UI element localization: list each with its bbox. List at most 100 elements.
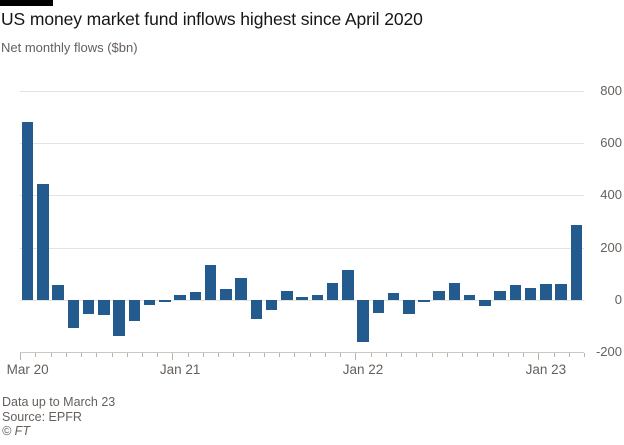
- gridline-400: [20, 195, 584, 197]
- bar-aug-20: [98, 299, 110, 316]
- x-axis-tick: [492, 353, 494, 357]
- y-axis-label--200: -200: [595, 344, 622, 359]
- y-axis-label-600: 600: [600, 135, 622, 151]
- bar-jul-22: [448, 282, 461, 300]
- x-axis-tick: [538, 353, 540, 360]
- x-axis-tick: [401, 353, 403, 357]
- bar-sep-22: [479, 299, 491, 307]
- gridline-800: [20, 91, 584, 92]
- source-note: Source: EPFR: [2, 409, 82, 424]
- x-axis-tick: [279, 353, 281, 357]
- gridline-0: [20, 299, 584, 301]
- bar-feb-22: [372, 299, 384, 313]
- x-axis-tick: [309, 353, 311, 357]
- bar-sep-20: [113, 299, 125, 337]
- bar-mar-22: [387, 293, 400, 300]
- bar-oct-22: [494, 290, 506, 300]
- x-axis-tick: [340, 353, 342, 357]
- bar-jun-20: [67, 299, 80, 329]
- y-axis-label-800: 800: [600, 83, 622, 98]
- bar-jan-21: [174, 294, 186, 300]
- x-axis-tick: [477, 353, 479, 357]
- x-axis-tick: [141, 353, 143, 357]
- x-axis-tick: [81, 353, 82, 357]
- x-axis-tick: [65, 353, 67, 357]
- x-axis-tick: [370, 353, 372, 357]
- bar-sep-21: [296, 297, 308, 300]
- bar-nov-20: [143, 299, 156, 305]
- bar-feb-21: [189, 292, 201, 300]
- bar-dec-22: [524, 288, 537, 300]
- x-axis-tick: [385, 353, 387, 357]
- bar-may-20: [52, 285, 64, 300]
- bar-aug-21: [281, 290, 293, 300]
- chart-title: US money market fund inflows highest sin…: [1, 9, 423, 29]
- bar-jan-23: [540, 284, 552, 300]
- x-axis-tick: [218, 353, 220, 357]
- ft-top-rule: [0, 0, 53, 6]
- x-axis-tick: [416, 353, 418, 357]
- chart-footer: Data up to March 23 Source: EPFR © FT: [2, 395, 115, 439]
- bar-dec-21: [342, 269, 354, 300]
- x-axis-tick: [172, 353, 174, 360]
- ft-credit: © FT: [2, 424, 30, 438]
- x-axis-tick: [20, 353, 21, 360]
- x-axis-label-jan-23: Jan 23: [525, 362, 567, 377]
- x-axis-tick: [507, 353, 509, 357]
- x-axis-tick: [523, 353, 524, 357]
- x-axis-tick: [324, 353, 326, 357]
- x-axis-label-mar-20: Mar 20: [6, 362, 49, 377]
- chart-subtitle: Net monthly flows ($bn): [1, 40, 138, 55]
- y-axis-label-0: 0: [614, 291, 622, 307]
- x-axis-tick: [126, 353, 128, 357]
- x-axis-tick: [187, 353, 189, 357]
- gridline-600: [20, 143, 584, 145]
- bar-may-21: [235, 277, 247, 300]
- bar-nov-22: [509, 285, 522, 300]
- bar-jan-22: [357, 299, 369, 342]
- x-axis-tick: [248, 353, 250, 357]
- x-axis-tick: [111, 353, 113, 357]
- x-axis-tick: [96, 353, 98, 357]
- bar-feb-23: [555, 284, 567, 300]
- x-axis-tick: [446, 353, 448, 357]
- bar-mar-21: [204, 264, 217, 300]
- x-axis-tick: [294, 353, 296, 357]
- bar-mar-23: [570, 225, 583, 300]
- x-axis-tick: [35, 353, 37, 357]
- bar-apr-22: [403, 299, 415, 315]
- y-axis-label-200: 200: [600, 239, 622, 255]
- bar-oct-20: [128, 299, 141, 321]
- x-axis-tick: [263, 353, 265, 357]
- x-axis-tick: [157, 353, 159, 357]
- bar-jul-21: [265, 299, 278, 311]
- x-axis-label-jan-22: Jan 22: [342, 362, 384, 377]
- bar-mar-20: [21, 122, 34, 300]
- bar-may-22: [418, 299, 430, 303]
- x-axis-tick: [584, 353, 585, 357]
- bar-jun-22: [433, 290, 445, 300]
- bar-apr-21: [220, 289, 232, 300]
- x-axis-tick: [553, 353, 555, 357]
- x-axis-tick: [462, 353, 464, 357]
- gridline-200: [20, 247, 584, 249]
- bar-jul-20: [82, 299, 95, 315]
- bar-jun-21: [250, 299, 262, 320]
- x-axis-tick: [202, 353, 204, 357]
- x-axis-tick: [233, 353, 235, 357]
- bar-apr-20: [37, 183, 49, 300]
- x-axis-label-jan-21: Jan 21: [159, 362, 201, 377]
- gridline--200: [20, 352, 584, 353]
- x-axis-tick: [50, 353, 52, 357]
- bar-dec-20: [159, 299, 171, 303]
- bar-aug-22: [463, 294, 476, 300]
- data-note: Data up to March 23: [2, 395, 116, 409]
- x-axis-tick: [431, 353, 433, 357]
- bar-oct-21: [311, 294, 323, 300]
- y-axis-label-400: 400: [600, 187, 622, 203]
- x-axis-tick: [568, 353, 570, 357]
- x-axis-tick: [355, 353, 357, 360]
- bar-nov-21: [326, 282, 339, 300]
